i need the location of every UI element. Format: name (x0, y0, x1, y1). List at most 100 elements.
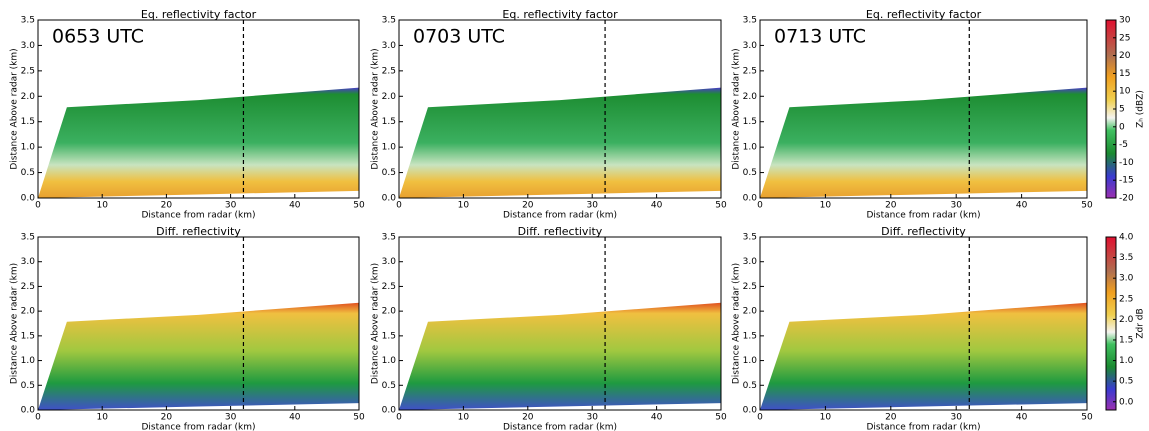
x-tick-label: 50 (353, 201, 365, 211)
y-tick-label: 1.5 (382, 331, 396, 341)
panel-title: Eq. reflectivity factor (502, 8, 618, 21)
panel-title: Eq. reflectivity factor (866, 8, 982, 21)
x-tick-label: 30 (225, 413, 237, 423)
axes-frame (37, 236, 360, 411)
time-label: 0703 UTC (413, 26, 505, 48)
y-tick-label: 1.0 (382, 356, 397, 366)
x-tick-label: 40 (651, 413, 663, 423)
y-tick-label: 0.0 (743, 194, 758, 204)
y-tick-label: 0.5 (743, 168, 757, 178)
colorbar-tick-label: 0.5 (1119, 377, 1133, 387)
x-tick-label: 20 (885, 413, 897, 423)
y-tick-label: 2.0 (743, 307, 758, 317)
y-tick-label: 2.0 (382, 92, 397, 102)
x-tick-label: 10 (458, 201, 470, 211)
x-tick-label: 50 (715, 413, 727, 423)
y-tick-label: 3.0 (743, 41, 758, 51)
x-tick-label: 30 (950, 201, 962, 211)
y-axis-label: Distance Above radar (km) (732, 263, 742, 384)
colorbar-tick-label: 2.5 (1119, 294, 1133, 304)
radar-echo (38, 87, 359, 198)
y-axis-label: Distance Above radar (km) (10, 263, 20, 384)
x-tick-label: 50 (715, 201, 727, 211)
radar-echo (399, 87, 721, 198)
y-tick-label: 0.5 (743, 381, 757, 391)
x-tick-label: 50 (1081, 413, 1093, 423)
y-tick-label: 2.5 (382, 66, 396, 76)
y-tick-label: 2.5 (743, 66, 757, 76)
x-axis-label: Distance from radar (km) (866, 211, 980, 221)
y-tick-label: 1.0 (743, 356, 758, 366)
axes-frame (37, 19, 360, 199)
y-tick-label: 1.5 (743, 331, 757, 341)
x-axis-label: Distance from radar (km) (141, 211, 255, 221)
colorbar-tick-label: 0.0 (1119, 397, 1134, 407)
x-tick-label: 10 (96, 201, 108, 211)
panel-title: Eq. reflectivity factor (141, 8, 257, 21)
y-tick-label: 3.5 (21, 233, 35, 243)
x-tick-label: 50 (1081, 201, 1093, 211)
x-tick-label: 20 (522, 201, 534, 211)
colorbar-tick-label: 0 (1119, 122, 1125, 132)
colorbar-tick-label: 3.0 (1119, 274, 1134, 284)
x-axis-label: Distance from radar (km) (141, 423, 255, 431)
x-tick-label: 10 (458, 413, 470, 423)
y-tick-label: 3.0 (382, 41, 397, 51)
y-tick-label: 2.5 (21, 66, 35, 76)
colorbar-tick-label: 15 (1119, 69, 1130, 79)
y-tick-label: 3.5 (382, 233, 396, 243)
y-tick-label: 2.0 (21, 92, 36, 102)
colorbar-tick-label: 10 (1119, 87, 1131, 97)
x-axis-label: Distance from radar (km) (503, 211, 617, 221)
colorbar-tick-label: -15 (1119, 176, 1134, 186)
colorbar-tick-label: 3.5 (1119, 253, 1133, 263)
y-tick-label: 0.5 (21, 168, 35, 178)
colorbar-label: Zdr dB (1136, 308, 1146, 338)
y-tick-label: 0.0 (382, 194, 397, 204)
radar-echo (760, 87, 1087, 198)
y-tick-label: 2.5 (382, 282, 396, 292)
y-tick-label: 2.5 (743, 282, 757, 292)
colorbar-tick-label: -10 (1119, 158, 1134, 168)
y-tick-label: 3.5 (743, 233, 757, 243)
x-tick-label: 0 (757, 201, 763, 211)
colorbar-tick-label: 30 (1119, 16, 1131, 26)
y-tick-label: 1.0 (21, 356, 36, 366)
colorbar-tick-label: -20 (1119, 194, 1134, 204)
colorbar-label: Zₕ (dBZ) (1136, 90, 1146, 128)
y-axis-label: Distance Above radar (km) (10, 48, 20, 169)
radar-echo (38, 302, 359, 410)
y-axis-label: Distance Above radar (km) (371, 48, 381, 169)
y-tick-label: 0.5 (382, 168, 396, 178)
x-tick-label: 20 (161, 201, 173, 211)
x-tick-label: 0 (757, 413, 763, 423)
x-tick-label: 0 (396, 201, 402, 211)
time-label: 0653 UTC (52, 26, 144, 48)
x-tick-label: 0 (396, 413, 402, 423)
x-tick-label: 30 (950, 413, 962, 423)
y-tick-label: 1.5 (743, 117, 757, 127)
x-tick-label: 40 (289, 201, 301, 211)
panel-title: Diff. reflectivity (881, 225, 966, 238)
colorbar-tick-label: 20 (1119, 51, 1131, 61)
colorbar-tick-label: 2.0 (1119, 315, 1134, 325)
x-tick-label: 40 (289, 413, 301, 423)
colorbar-tick-label: 25 (1119, 33, 1130, 43)
y-tick-label: 1.0 (382, 143, 397, 153)
x-tick-label: 30 (586, 413, 598, 423)
colorbar-tick-label: 5 (1119, 105, 1125, 115)
x-tick-label: 10 (96, 413, 108, 423)
y-tick-label: 2.0 (21, 307, 36, 317)
y-tick-label: 3.0 (382, 257, 397, 267)
y-tick-label: 3.5 (743, 16, 757, 26)
y-axis-label: Distance Above radar (km) (371, 263, 381, 384)
x-tick-label: 20 (161, 413, 173, 423)
x-tick-label: 40 (1016, 201, 1028, 211)
y-tick-label: 1.0 (743, 143, 758, 153)
axes-frame (398, 19, 722, 199)
y-tick-label: 2.0 (743, 92, 758, 102)
radar-echo (760, 302, 1087, 410)
panel-title: Diff. reflectivity (156, 225, 241, 238)
colorbar-tick-label: 4.0 (1119, 233, 1134, 243)
